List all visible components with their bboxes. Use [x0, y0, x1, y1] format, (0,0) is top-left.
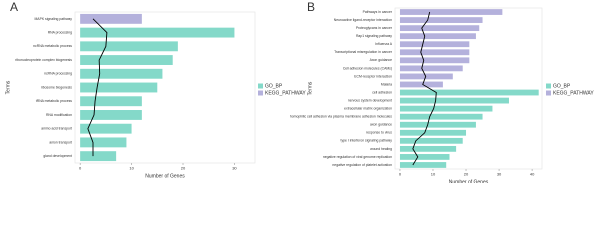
y-tick-label: MAPK signaling pathway	[34, 17, 72, 21]
y-tick-label: tRNA metabolic process	[36, 99, 72, 103]
y-tick-label: type I interferon signaling pathway	[341, 139, 393, 143]
y-tick-label: amino acid transport	[41, 127, 72, 131]
y-tick-label: wound healing	[370, 147, 392, 151]
y-tick-label: negative regulation of viral genome repl…	[323, 155, 392, 159]
bar	[80, 82, 158, 93]
y-tick-label: homophilic cell adhesion via plasma memb…	[290, 115, 392, 119]
y-axis-title: Terms	[307, 81, 313, 95]
bar	[399, 25, 480, 32]
y-tick-label: ncRNA metabolic process	[33, 44, 72, 48]
y-tick-label: cell adhesion	[372, 90, 392, 94]
bar	[399, 81, 443, 88]
bar	[399, 129, 467, 136]
legend-swatch	[258, 90, 263, 96]
bar	[399, 65, 463, 72]
y-tick-label: Malaria	[381, 82, 392, 86]
bar	[399, 73, 453, 80]
bar	[399, 113, 483, 120]
y-tick-label: anion transport	[49, 140, 72, 144]
bar	[399, 162, 447, 168]
y-tick-label: Pathways in cancer	[363, 10, 393, 14]
y-tick-label: Proteoglycans in cancer	[356, 26, 393, 30]
legend-swatch	[258, 83, 263, 89]
y-tick-label: RNA processing	[48, 30, 72, 34]
y-tick-label: Cell adhesion molecules (CAMs)	[343, 66, 392, 70]
legend-swatch	[546, 90, 551, 96]
legend-label: GO_BP	[553, 83, 571, 89]
x-tick-label: 30	[497, 172, 502, 177]
x-tick-label: 10	[129, 166, 134, 171]
legend-swatch	[546, 83, 551, 89]
legend-label: KEGG_PATHWAY	[553, 90, 594, 96]
y-tick-label: Neuroactive ligand-receptor interaction	[334, 18, 392, 22]
bar	[399, 33, 476, 40]
y-tick-label: Axon guidance	[370, 58, 393, 62]
bar	[399, 145, 457, 152]
bar	[399, 57, 470, 64]
y-tick-label: ECM-receptor interaction	[354, 74, 392, 78]
x-axis-title: Number of Genes	[145, 173, 185, 179]
bar	[80, 27, 235, 38]
y-tick-label: Rap1 signaling pathway	[356, 34, 392, 38]
x-tick-label: 20	[464, 172, 469, 177]
legend-label: KEGG_PATHWAY	[265, 90, 306, 96]
y-tick-label: gland development	[43, 154, 72, 158]
bar	[399, 89, 539, 96]
x-tick-label: 20	[181, 166, 186, 171]
bar	[399, 105, 493, 112]
x-axis-title: Number of Genes	[449, 179, 489, 183]
trend-line	[87, 18, 108, 157]
bar	[399, 154, 450, 160]
bar	[399, 121, 476, 128]
y-tick-label: extracellular matrix organization	[344, 107, 392, 111]
panel-label: A	[10, 0, 18, 14]
bar	[80, 68, 163, 79]
y-tick-label: RNA modification	[46, 113, 72, 117]
legend-label: GO_BP	[265, 83, 283, 89]
bar	[399, 41, 470, 48]
bar	[399, 49, 470, 56]
trend-line	[412, 11, 437, 166]
x-tick-label: 0	[79, 166, 82, 171]
y-tick-label: negative regulation of platelet activati…	[332, 163, 392, 167]
y-tick-label: response to virus	[366, 131, 392, 135]
y-axis-title: Terms	[5, 80, 11, 94]
bar	[80, 137, 127, 148]
bar	[399, 9, 503, 15]
bar	[80, 151, 117, 162]
x-tick-label: 10	[431, 172, 436, 177]
y-tick-label: Transcriptional misregulation in cancer	[334, 50, 393, 54]
bar	[399, 97, 509, 104]
bar	[80, 123, 132, 134]
x-tick-label: 30	[232, 166, 237, 171]
figure: A Terms Number of Genes 0 10 20 30 MAPK signali…	[5, 0, 594, 183]
bar	[399, 17, 483, 23]
bar	[80, 13, 142, 24]
panel-label: B	[307, 0, 315, 14]
plot-area	[394, 7, 543, 170]
y-tick-label: axon guidance	[370, 123, 392, 127]
y-tick-label: nervous system development	[348, 98, 392, 102]
y-tick-label: ncRNA processing	[44, 72, 72, 76]
bar	[80, 110, 142, 120]
bar	[80, 41, 178, 52]
x-tick-label: 0	[399, 172, 402, 177]
y-tick-label: ribonucleoprotein complex biogenesis	[15, 58, 72, 62]
bar	[80, 96, 142, 107]
bar	[399, 137, 463, 144]
bar	[80, 55, 173, 65]
y-tick-label: Influenza A	[375, 42, 393, 46]
x-tick-label: 40	[530, 172, 535, 177]
y-tick-label: ribosome biogenesis	[41, 85, 72, 89]
